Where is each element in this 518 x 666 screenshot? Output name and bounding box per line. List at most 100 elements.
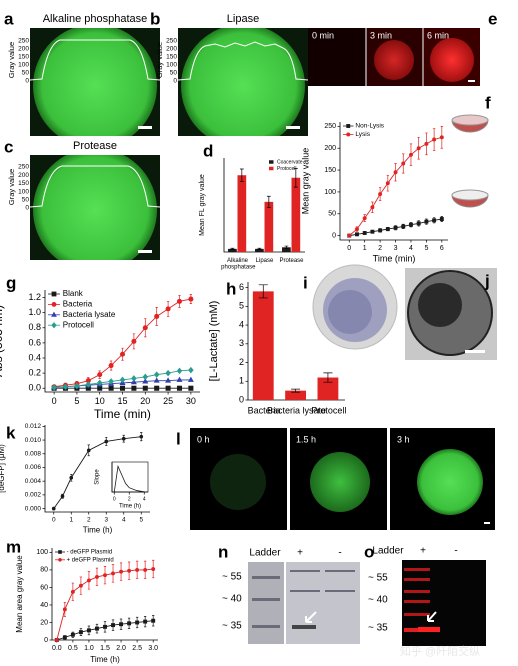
x-tick-label: 2.0 — [116, 645, 126, 652]
marker — [416, 146, 421, 151]
lane-label: - — [454, 546, 457, 557]
marker — [85, 381, 92, 388]
axis — [111, 462, 148, 493]
scale-bar — [484, 522, 490, 524]
profile-tick-label: 150 — [166, 54, 177, 61]
marker — [439, 217, 444, 221]
x-tick-label: Bacteria lysate — [267, 405, 326, 415]
legend-label: + deGFP Plasmid — [67, 557, 114, 563]
marker — [51, 322, 57, 329]
y-tick-label: 1.0 — [28, 307, 41, 317]
marker — [95, 574, 99, 579]
y-tick-label: 20 — [40, 619, 48, 626]
bar — [264, 201, 274, 252]
image-title: Lipase — [227, 13, 259, 25]
protocell — [418, 283, 462, 327]
y-tick-label: 1.2 — [28, 292, 41, 302]
profile — [177, 41, 309, 81]
legend-label: Non-Lysis — [355, 123, 384, 130]
error-bar — [258, 284, 268, 299]
marker — [393, 170, 398, 175]
error-bar — [291, 388, 301, 393]
marker — [135, 620, 140, 625]
mw-marker: ~ 40 — [222, 594, 242, 605]
legend-label: Protocell — [277, 166, 296, 172]
marker — [151, 567, 156, 571]
marker — [176, 298, 183, 304]
bar — [285, 390, 307, 400]
y-tick-label: 0 — [332, 232, 336, 239]
y-tick-label: 200 — [324, 145, 336, 152]
x-tick-label: 0 — [52, 396, 57, 406]
x-tick-label: 4 — [143, 496, 146, 502]
lane-label: + — [297, 548, 303, 559]
profile-label: Gray value — [7, 169, 16, 205]
profile-tick-label: 250 — [166, 38, 177, 45]
x-axis-label: Time (h) — [90, 655, 120, 664]
legend-label: Coacervate — [277, 159, 303, 165]
gel-bands — [252, 570, 355, 629]
watermark: 知乎 @阡陌交纵 — [400, 644, 480, 658]
y-tick-label: 0 — [239, 394, 244, 404]
marker — [54, 638, 59, 642]
gel — [248, 562, 284, 644]
y-tick-label: 0.8 — [28, 322, 41, 332]
marker — [97, 385, 103, 391]
x-tick-label: 3 — [394, 245, 398, 252]
axis — [339, 122, 448, 241]
x-tick-label: 6 — [440, 245, 444, 252]
marker — [165, 385, 171, 391]
y-tick-label: 100 — [324, 189, 336, 196]
profile-tick-label: 200 — [166, 46, 177, 53]
frame-label: 0 h — [197, 434, 210, 444]
x-tick-label: 0 — [113, 496, 116, 502]
x-tick-label: 0 — [52, 517, 56, 524]
panel-label: e — [488, 9, 497, 28]
y-tick-label: 100 — [36, 549, 48, 556]
image-title: Alkaline phosphatase — [43, 13, 148, 25]
y-axis-label: Abs (565 nm) — [0, 305, 5, 377]
marker — [62, 383, 69, 390]
marker — [346, 132, 351, 137]
protocell — [310, 452, 370, 512]
x-tick-label: 20 — [140, 396, 150, 406]
marker — [95, 626, 99, 631]
marker — [139, 434, 144, 439]
marker — [176, 385, 183, 391]
marker — [165, 369, 171, 377]
x-tick-label: 4 — [122, 517, 126, 524]
marker — [70, 632, 75, 637]
marker — [104, 439, 109, 444]
arrow — [305, 611, 317, 623]
y-tick-label: 40 — [40, 602, 48, 609]
lane-label: - — [338, 548, 341, 559]
bar — [228, 248, 237, 252]
x-tick-label: Protease — [279, 258, 304, 264]
y-tick-label: 0.2 — [28, 367, 41, 377]
bar — [282, 247, 291, 252]
marker — [143, 619, 148, 624]
x-tick-label: 30 — [186, 396, 196, 406]
panel-label: n — [218, 542, 228, 561]
marker — [108, 363, 114, 369]
bar — [291, 177, 301, 252]
profile-tick-label: 150 — [18, 54, 29, 61]
marker — [385, 227, 390, 232]
marker — [85, 378, 91, 384]
marker — [424, 141, 429, 146]
marker — [127, 621, 132, 626]
frame-label: 1.5 h — [296, 434, 316, 444]
profile-tick-label: 150 — [18, 180, 29, 187]
icon — [451, 189, 489, 201]
legend-label: Protocell — [63, 320, 94, 329]
frame-label: 3 h — [397, 434, 410, 444]
x-tick-label: 1.0 — [84, 645, 94, 652]
frame-label: 0 min — [312, 30, 334, 40]
bar — [255, 248, 264, 252]
axis — [44, 290, 200, 393]
marker — [51, 384, 57, 391]
marker — [385, 181, 390, 186]
panel-label: j — [484, 271, 490, 290]
